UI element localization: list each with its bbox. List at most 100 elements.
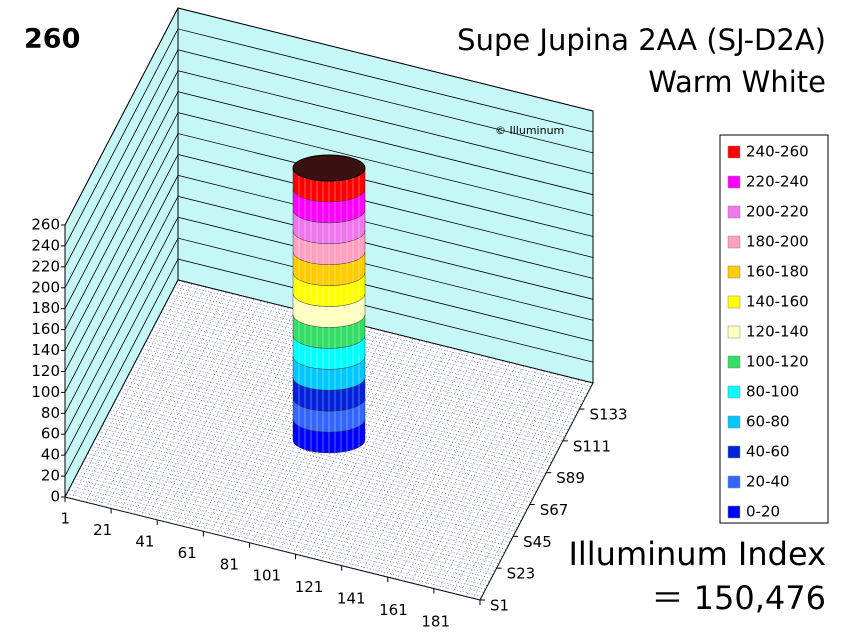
grid-line [64,133,594,351]
x-tick-label: 21 [93,521,112,539]
floor-mesh [166,301,582,405]
floor-mesh [93,442,509,546]
x-tick-label: 121 [295,578,324,596]
floor-mesh [95,438,511,543]
legend-swatch [727,325,741,339]
floor-mesh [89,449,505,554]
z-tick-label: 40 [41,446,60,464]
y-tick-label: S67 [540,501,569,519]
x-tick-label: 141 [337,590,366,608]
floor-mesh [106,417,522,521]
y-tick-label: S111 [573,437,611,455]
z-tick-label: 180 [31,299,60,317]
legend-label: 60-80 [746,413,790,431]
corner-label: 260 [24,24,80,55]
floor-mesh [159,315,575,420]
legend-label: 140-160 [746,293,809,311]
z-tick-label: 20 [41,467,60,485]
floor-mesh [174,286,590,391]
grid-line [64,7,594,226]
grid-line [64,49,594,268]
floor-mesh [172,290,588,395]
legend-swatch [727,205,741,219]
floor-mesh [66,493,482,597]
legend-swatch [727,385,741,399]
y-tick-label: S89 [556,469,585,487]
z-tick-label: 140 [31,341,60,359]
legend-swatch [727,505,741,519]
grid-line [64,174,594,393]
grid-line [64,237,594,456]
legend-swatch [727,355,741,369]
z-tick-label: 120 [31,362,60,380]
floor-mesh [176,283,592,387]
legend-label: 80-100 [746,383,799,401]
floor-mesh [162,308,578,413]
watermark: © Illuminum [495,124,564,137]
surface-peak [292,154,366,182]
z-tick-label: 160 [31,320,60,338]
y-tick-label: S133 [589,406,627,424]
z-tick-label: 80 [41,404,60,422]
x-tick-label: 181 [421,613,450,631]
chart-subtitle: Warm White [648,65,826,99]
floor-mesh [113,402,530,507]
legend-label: 180-200 [746,233,809,251]
legend-label: 240-260 [746,143,809,161]
legend-swatch [727,445,741,459]
legend-label: 40-60 [746,443,790,461]
grid-line [64,153,594,372]
y-tick-label: S1 [490,597,509,615]
legend-label: 0-20 [746,503,780,521]
grid-line [64,28,594,247]
floor-mesh [74,478,490,583]
floor-mesh [168,297,584,402]
x-tick-label: 101 [252,567,281,585]
floor-mesh [68,489,484,594]
z-tick-label: 60 [41,425,60,443]
floor-mesh [170,294,586,398]
grid-line [64,195,594,414]
z-tick-label: 0 [50,488,60,506]
index-value: ＝ 150,476 [651,579,826,617]
grid-line [64,70,594,288]
x-tick-label: 161 [379,601,408,619]
x-tick-label: 61 [178,544,197,562]
legend-swatch [727,475,741,489]
legend-label: 20-40 [746,473,790,491]
legend-swatch [727,235,741,249]
floor-mesh [112,406,528,510]
floor-mesh [80,467,496,572]
legend-swatch [727,145,741,159]
grid-line [64,91,594,309]
legend-label: 220-240 [746,173,809,191]
floor-mesh [78,471,494,575]
floor-mesh [98,431,514,536]
grid-line [64,258,594,477]
chart-title: Supe Jupina 2AA (SJ-D2A) [457,23,826,57]
floor-mesh [110,409,526,514]
z-tick-label: 200 [31,278,60,296]
legend-label: 160-180 [746,263,809,281]
z-tick-label: 260 [31,216,60,234]
y-tick-label: S23 [507,565,536,583]
z-tick-label: 240 [31,236,60,254]
legend-swatch [727,265,741,279]
floor-mesh [85,456,501,561]
floor-mesh [164,305,580,409]
floor-mesh [72,482,488,586]
legend-swatch [727,415,741,429]
grid-line [64,216,594,435]
x-tick-label: 41 [135,532,154,550]
z-tick-label: 100 [31,383,60,401]
grid-line [64,112,594,330]
legend-swatch [727,175,741,189]
floor-mesh [83,460,499,565]
index-label: Illuminum Index [568,535,826,573]
z-tick-label: 220 [31,257,60,275]
x-tick-label: 81 [220,555,239,573]
y-tick-label: S45 [523,533,552,551]
floor-mesh [177,279,594,384]
